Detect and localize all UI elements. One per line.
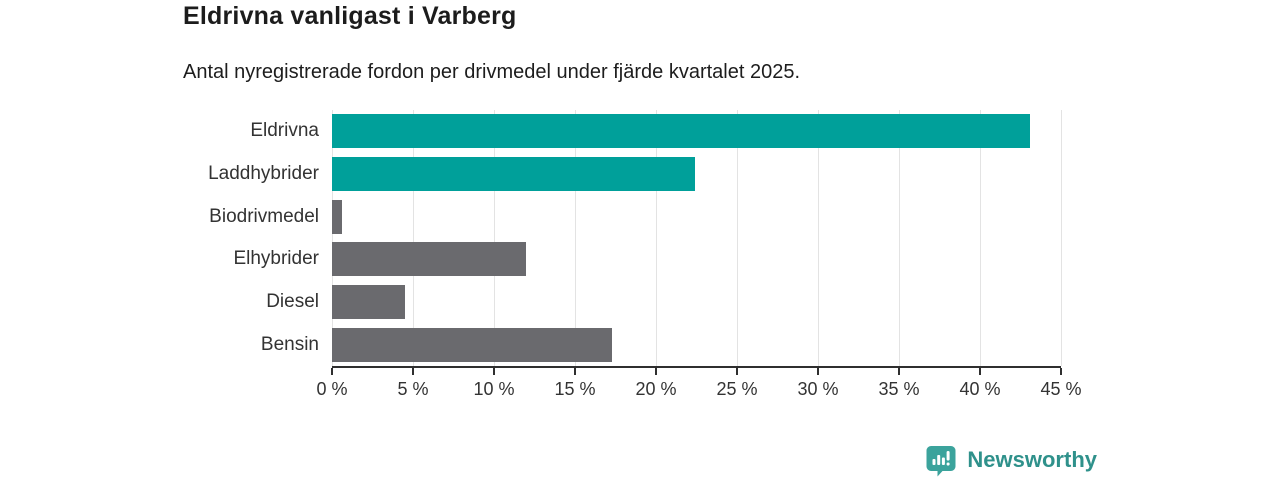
gridline-35: [899, 110, 900, 366]
tick-label-10: 10 %: [473, 379, 515, 399]
bar-bensin: [332, 327, 613, 362]
y-label-eldrivna: Eldrivna: [250, 120, 319, 142]
bar-row: [332, 281, 1061, 324]
tick-mark-0: [331, 368, 333, 375]
brand-logo: Newsworthy: [924, 443, 1097, 477]
tick-label-5: 5 %: [397, 379, 429, 399]
bar-row: [332, 153, 1061, 196]
bar-biodrivmedel: [332, 199, 342, 234]
y-label-elhybrider: Elhybrider: [233, 248, 319, 270]
bar-row: [332, 110, 1061, 153]
tick-mark-5: [411, 368, 414, 375]
gridline-20: [655, 110, 657, 366]
tick-label-35: 35 %: [878, 379, 920, 399]
gridline-30: [818, 110, 819, 366]
bar-row: [332, 195, 1061, 238]
y-label-bensin: Bensin: [260, 333, 319, 355]
gridline-45: [1061, 110, 1062, 366]
bar-row: [332, 323, 1061, 366]
tick-mark-45: [1060, 368, 1062, 375]
tick-label-15: 15 %: [554, 379, 596, 399]
y-label-biodrivmedel: Biodrivmedel: [209, 205, 319, 227]
tick-mark-10: [492, 368, 495, 375]
x-axis: 0 % 5 % 10 % 15 % 20 % 25 % 30 % 35 % 40 % 45 %: [316, 368, 1082, 408]
bar-eldrivna: [332, 114, 1031, 149]
tick-mark-20: [654, 368, 657, 375]
tick-mark-15: [574, 368, 576, 375]
y-axis-labels: Eldrivna Laddhybrider Biodrivmedel Elhybrid…: [0, 110, 319, 366]
newsworthy-logo-icon: [926, 446, 956, 477]
tick-label-0: 0 %: [316, 379, 348, 399]
tick-label-25: 25 %: [716, 379, 758, 399]
chart-subtitle: Antal nyregistrerade fordon per drivmede…: [183, 61, 801, 83]
y-label-diesel: Diesel: [266, 291, 319, 313]
plot-area: [332, 110, 1062, 368]
bar-diesel: [332, 285, 405, 320]
brand-name: Newsworthy: [967, 447, 1097, 472]
bar-elhybrider: [332, 242, 527, 277]
gridline-15: [575, 110, 576, 366]
chart-title: Eldrivna vanligast i Varberg: [183, 2, 517, 30]
gridline-5: [412, 110, 414, 366]
tick-mark-30: [817, 368, 819, 375]
tick-mark-40: [978, 368, 981, 375]
bar-laddhybrider: [332, 157, 695, 191]
tick-label-40: 40 %: [959, 379, 1001, 399]
bar-rows: [332, 110, 1061, 366]
gridline-0: [332, 110, 333, 366]
gridline-40: [979, 110, 981, 366]
bar-row: [332, 238, 1061, 281]
y-label-laddhybrider: Laddhybrider: [208, 163, 319, 184]
tick-mark-35: [898, 368, 900, 375]
tick-label-30: 30 %: [797, 379, 839, 399]
tick-mark-25: [736, 368, 738, 375]
gridline-10: [493, 110, 495, 366]
tick-label-45: 45 %: [1040, 379, 1082, 399]
tick-label-20: 20 %: [635, 379, 677, 399]
gridline-25: [737, 110, 738, 366]
